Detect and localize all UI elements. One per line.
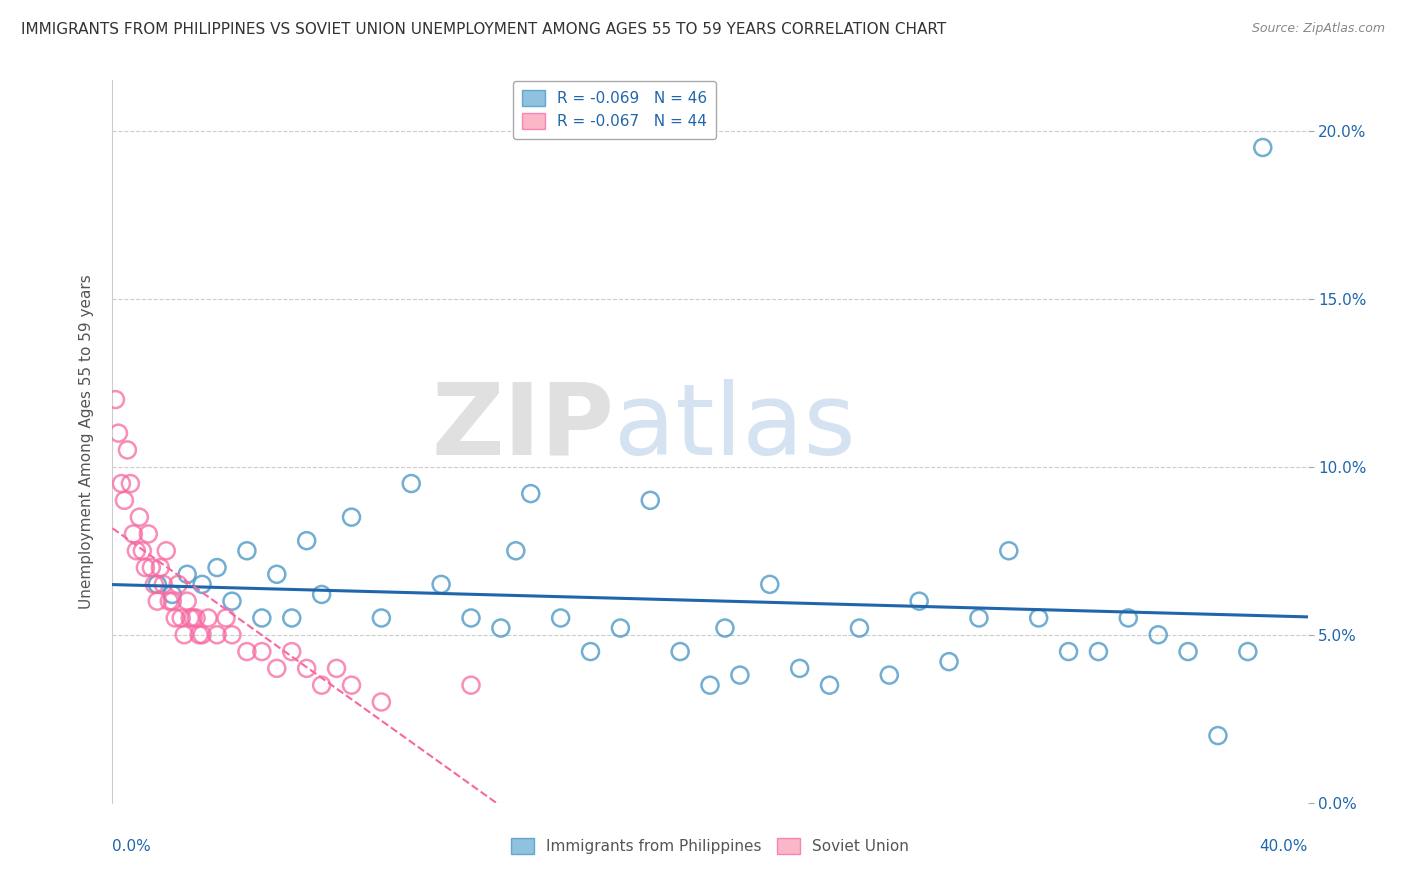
Point: [295, 661, 318, 675]
Point: [340, 678, 363, 692]
Point: [520, 486, 543, 500]
Point: [579, 644, 602, 658]
Point: [167, 577, 190, 591]
Point: [789, 661, 811, 675]
Point: [131, 543, 153, 558]
Point: [818, 678, 841, 692]
Point: [1237, 644, 1260, 658]
Point: [186, 611, 208, 625]
Point: [311, 587, 333, 601]
Point: [325, 661, 347, 675]
Text: 40.0%: 40.0%: [1260, 838, 1308, 854]
Point: [104, 392, 127, 407]
Point: [489, 621, 512, 635]
Point: [221, 628, 243, 642]
Point: [114, 493, 135, 508]
Point: [879, 668, 901, 682]
Point: [460, 678, 482, 692]
Text: Source: ZipAtlas.com: Source: ZipAtlas.com: [1251, 22, 1385, 36]
Point: [998, 543, 1021, 558]
Point: [669, 644, 692, 658]
Point: [236, 644, 259, 658]
Point: [221, 594, 243, 608]
Point: [1057, 644, 1080, 658]
Point: [640, 493, 662, 508]
Point: [162, 594, 183, 608]
Point: [759, 577, 782, 591]
Point: [128, 510, 150, 524]
Point: [173, 628, 195, 642]
Point: [149, 560, 172, 574]
Point: [181, 611, 204, 625]
Point: [176, 594, 198, 608]
Point: [938, 655, 960, 669]
Point: [122, 527, 145, 541]
Text: atlas: atlas: [614, 378, 856, 475]
Point: [370, 695, 392, 709]
Point: [1177, 644, 1199, 658]
Point: [120, 476, 142, 491]
Point: [295, 533, 318, 548]
Point: [1087, 644, 1109, 658]
Point: [188, 628, 211, 642]
Point: [340, 510, 363, 524]
Point: [146, 577, 169, 591]
Point: [107, 426, 129, 441]
Point: [728, 668, 751, 682]
Point: [250, 611, 273, 625]
Point: [197, 611, 219, 625]
Point: [125, 543, 148, 558]
Point: [157, 594, 180, 608]
Point: [170, 611, 193, 625]
Point: [191, 628, 214, 642]
Point: [152, 577, 174, 591]
Point: [215, 611, 238, 625]
Point: [401, 476, 423, 491]
Point: [205, 560, 228, 574]
Point: [281, 644, 304, 658]
Text: ZIP: ZIP: [432, 378, 614, 475]
Point: [141, 560, 163, 574]
Point: [550, 611, 572, 625]
Point: [609, 621, 631, 635]
Point: [311, 678, 333, 692]
Point: [460, 611, 482, 625]
Y-axis label: Unemployment Among Ages 55 to 59 years: Unemployment Among Ages 55 to 59 years: [79, 274, 94, 609]
Point: [165, 611, 187, 625]
Point: [848, 621, 870, 635]
Point: [505, 543, 527, 558]
Point: [134, 560, 156, 574]
Text: IMMIGRANTS FROM PHILIPPINES VS SOVIET UNION UNEMPLOYMENT AMONG AGES 55 TO 59 YEA: IMMIGRANTS FROM PHILIPPINES VS SOVIET UN…: [21, 22, 946, 37]
Point: [1118, 611, 1140, 625]
Point: [143, 577, 166, 591]
Point: [370, 611, 392, 625]
Point: [266, 567, 288, 582]
Point: [117, 442, 139, 457]
Point: [110, 476, 132, 491]
Point: [1028, 611, 1050, 625]
Point: [266, 661, 288, 675]
Point: [1251, 140, 1274, 154]
Text: 0.0%: 0.0%: [112, 838, 152, 854]
Point: [1206, 729, 1229, 743]
Point: [191, 577, 214, 591]
Point: [1147, 628, 1170, 642]
Point: [281, 611, 304, 625]
Point: [138, 527, 160, 541]
Point: [162, 587, 183, 601]
Point: [155, 543, 177, 558]
Point: [236, 543, 259, 558]
Point: [250, 644, 273, 658]
Point: [146, 594, 169, 608]
Legend: Immigrants from Philippines, Soviet Union: Immigrants from Philippines, Soviet Unio…: [505, 832, 915, 860]
Point: [714, 621, 737, 635]
Point: [176, 567, 198, 582]
Point: [205, 628, 228, 642]
Point: [179, 611, 201, 625]
Point: [699, 678, 721, 692]
Point: [908, 594, 931, 608]
Point: [967, 611, 990, 625]
Point: [430, 577, 453, 591]
